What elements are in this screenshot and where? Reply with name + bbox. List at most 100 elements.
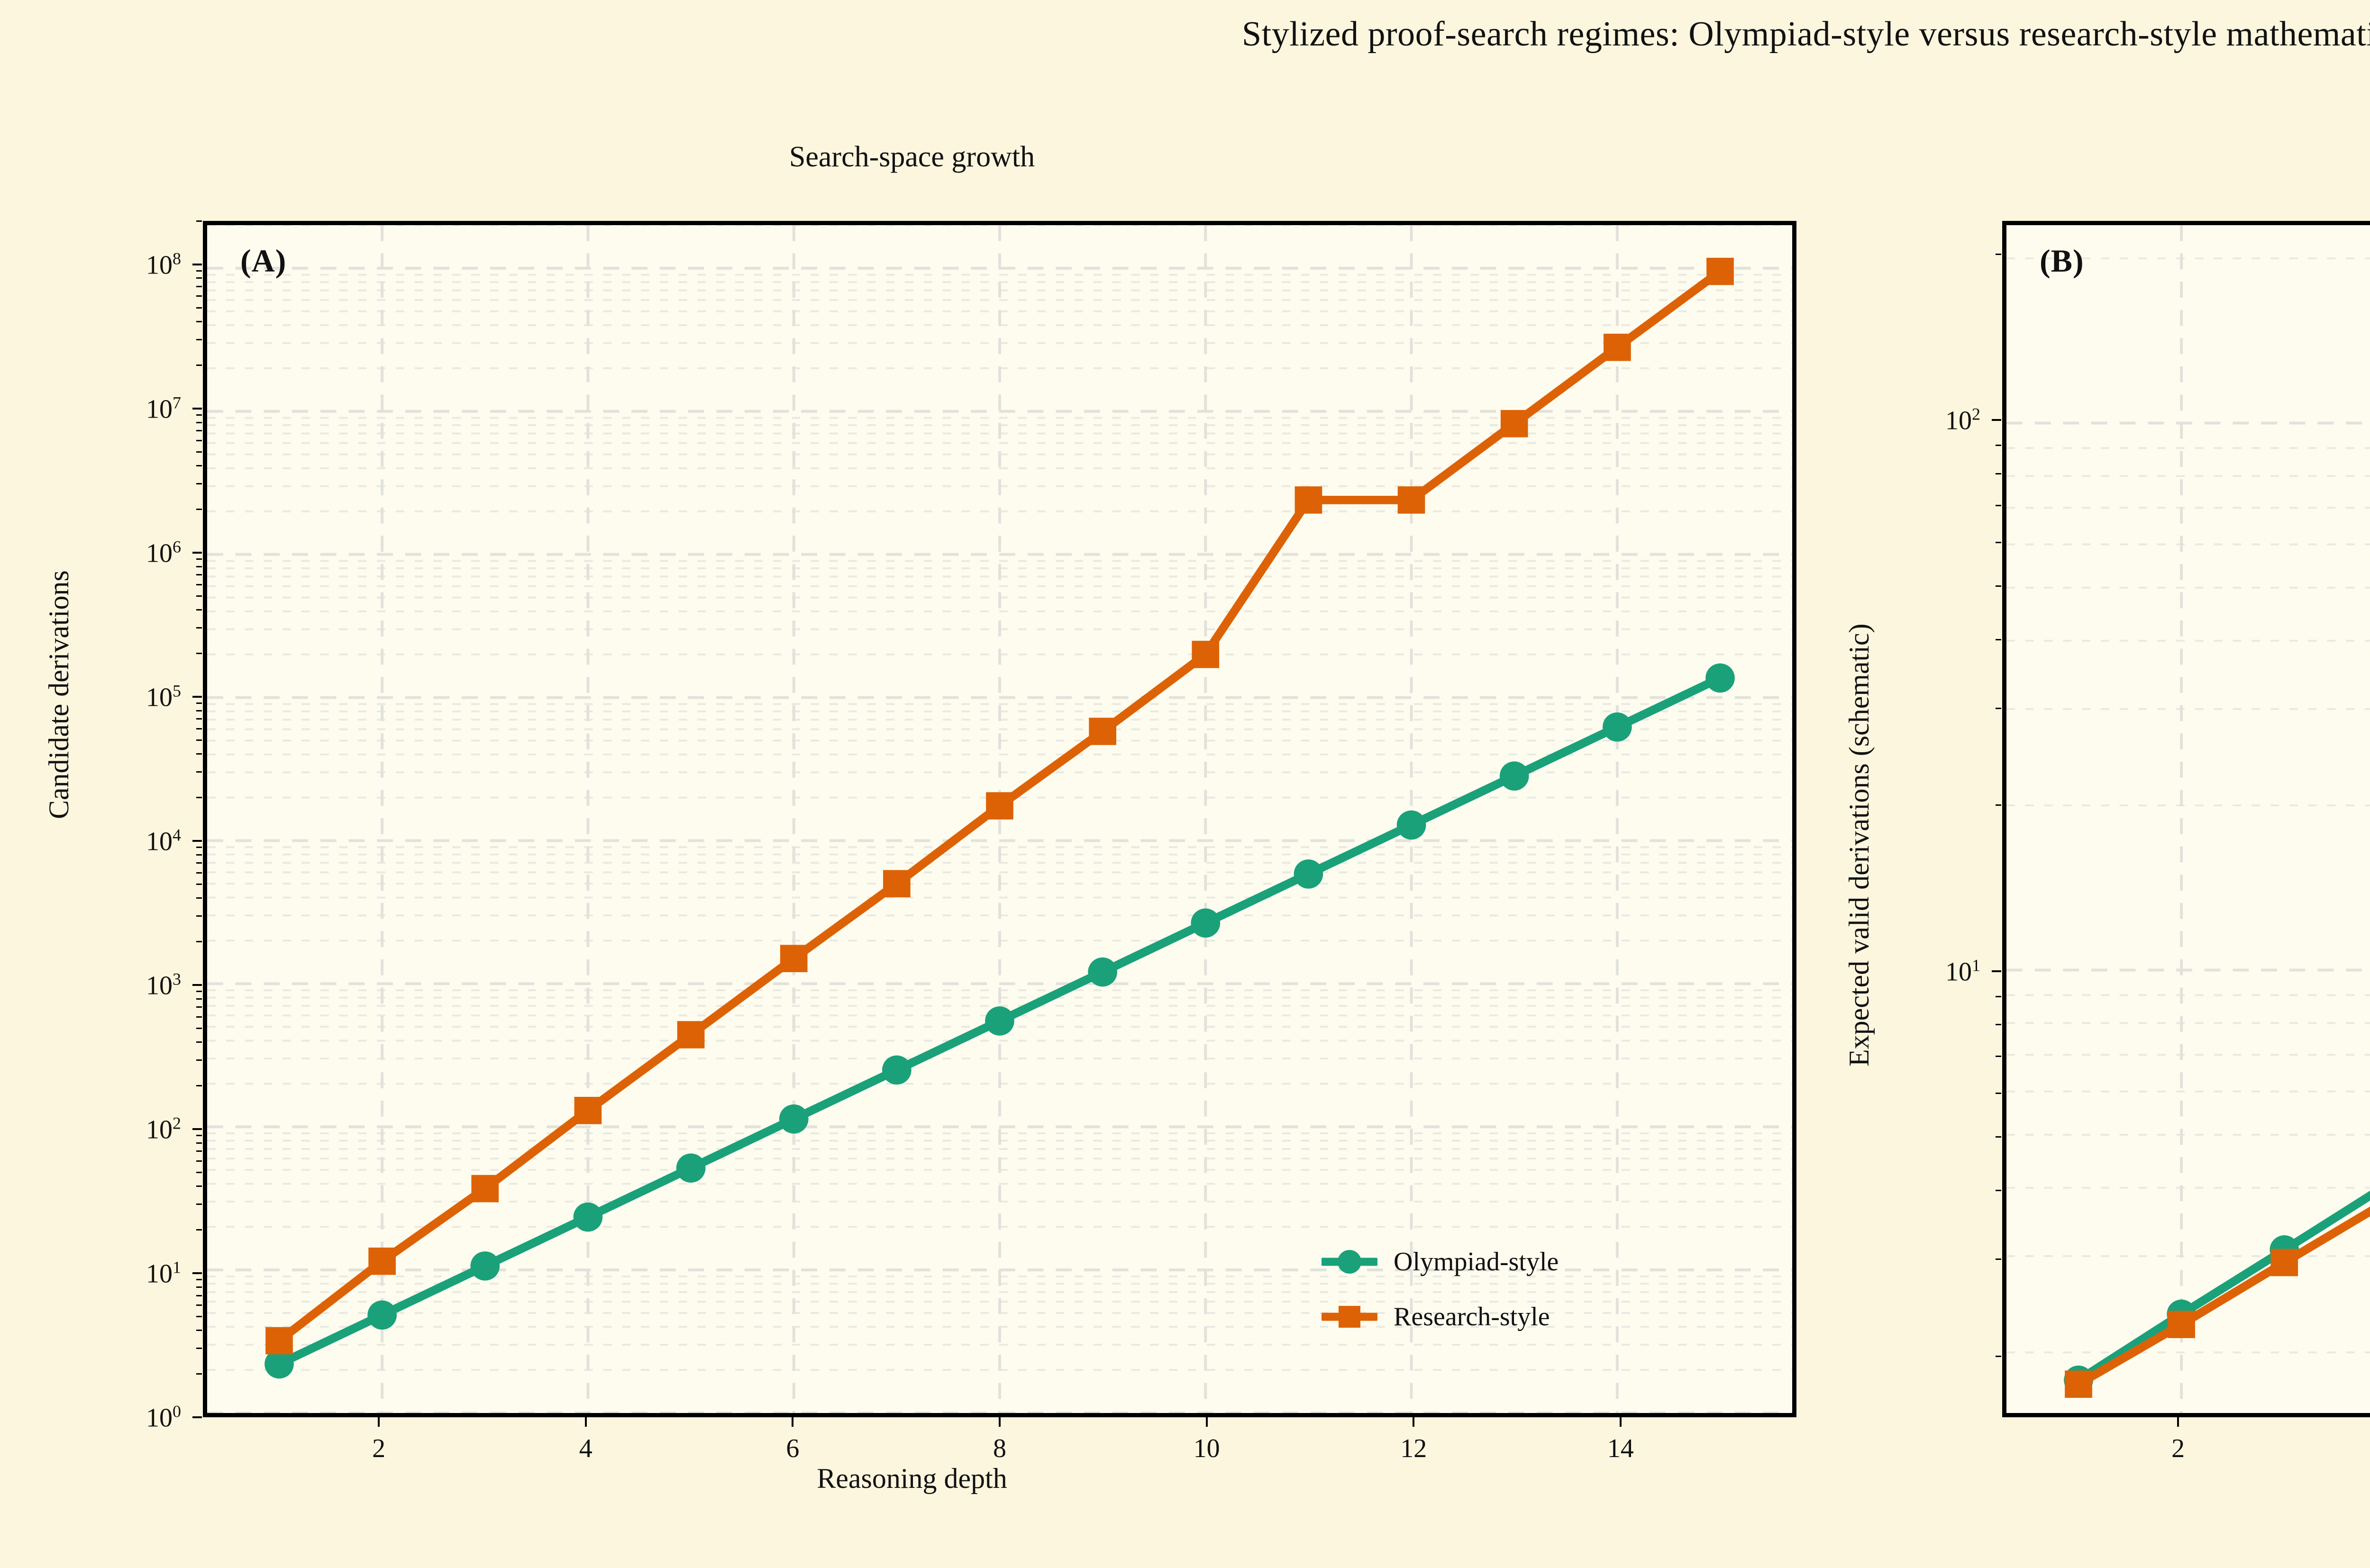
y-tick-minor <box>196 739 202 741</box>
y-tick-minor <box>196 1135 202 1137</box>
y-tick-label: 107 <box>146 393 181 424</box>
y-tick-minor <box>196 307 202 309</box>
x-tick-mark <box>1205 1417 1208 1427</box>
y-tick-minor <box>196 1348 202 1349</box>
y-tick-minor <box>196 465 202 467</box>
y-tick-minor <box>1996 707 2001 709</box>
y-tick-minor <box>196 1295 202 1296</box>
x-tick-label: 2 <box>372 1434 386 1463</box>
y-tick-minor <box>196 220 202 222</box>
panel-a-tag: (A) <box>240 243 287 279</box>
legend-item-research[interactable]: Research-style <box>1322 1302 1559 1332</box>
panel-b-y-axis-label: Expected valid derivations (schematic) <box>1843 623 1875 1067</box>
y-tick-minor <box>196 652 202 654</box>
y-tick-minor <box>196 1373 202 1375</box>
panel-a-gridlines <box>207 225 1792 1413</box>
legend-label-research: Research-style <box>1394 1302 1550 1331</box>
x-tick-mark <box>1413 1417 1415 1427</box>
y-tick-major <box>192 1416 202 1418</box>
y-tick-major <box>192 839 202 842</box>
y-tick-label: 101 <box>1945 956 1980 987</box>
legend-item-olympiad[interactable]: Olympiad-style <box>1322 1247 1559 1277</box>
x-tick-label: 6 <box>786 1434 800 1463</box>
y-tick-minor <box>196 574 202 576</box>
x-tick-label: 8 <box>993 1434 1006 1463</box>
y-tick-minor <box>196 430 202 432</box>
y-tick-minor <box>196 1286 202 1288</box>
y-tick-minor <box>196 364 202 366</box>
y-tick-minor <box>196 1185 202 1187</box>
panel-a-x-axis-label: Reasoning depth <box>817 1463 1007 1494</box>
y-tick-minor <box>196 339 202 341</box>
y-tick-minor <box>196 702 202 704</box>
y-tick-minor <box>196 508 202 510</box>
x-tick-label: 14 <box>1607 1434 1634 1463</box>
y-tick-minor <box>1996 473 2001 474</box>
y-tick-minor <box>196 627 202 629</box>
y-tick-minor <box>196 1279 202 1281</box>
y-tick-minor <box>196 796 202 798</box>
y-tick-minor <box>1996 505 2001 507</box>
panel-a: Search-space growth (A) 100 101 102 103 104 1… <box>43 141 1796 1494</box>
panel-b-plot-area: (B) <box>2002 221 2370 1417</box>
y-tick-minor <box>1996 1093 2001 1094</box>
y-tick-minor <box>1996 254 2001 255</box>
y-tick-major <box>192 551 202 554</box>
y-tick-major <box>1992 970 2001 972</box>
y-tick-minor <box>196 1315 202 1317</box>
y-tick-minor <box>196 277 202 279</box>
y-tick-minor <box>196 1229 202 1231</box>
y-tick-major <box>192 1128 202 1130</box>
x-tick-mark <box>584 1417 587 1427</box>
y-tick-minor <box>1996 1258 2001 1260</box>
y-tick-major <box>1992 419 2001 421</box>
y-tick-minor <box>196 270 202 272</box>
x-tick-label: 12 <box>1400 1434 1427 1463</box>
x-tick-mark <box>1619 1417 1622 1427</box>
y-tick-minor <box>196 321 202 323</box>
x-tick-mark <box>999 1417 1001 1427</box>
y-tick-minor <box>196 1016 202 1018</box>
y-tick-label: 105 <box>146 681 181 712</box>
y-tick-minor <box>196 1171 202 1173</box>
y-tick-label: 102 <box>1945 405 1980 436</box>
y-tick-minor <box>196 915 202 917</box>
y-tick-minor <box>196 872 202 874</box>
y-tick-minor <box>196 583 202 585</box>
y-tick-minor <box>196 862 202 864</box>
y-tick-minor <box>1996 541 2001 543</box>
panel-b-subtitle: Effective proof-search difficulty <box>1824 140 2370 174</box>
y-tick-label: 101 <box>146 1258 181 1289</box>
y-tick-minor <box>1996 995 2001 997</box>
y-tick-minor <box>196 1203 202 1205</box>
x-tick-label: 10 <box>1193 1434 1220 1463</box>
y-tick-minor <box>196 595 202 597</box>
y-tick-minor <box>196 421 202 423</box>
panel-b-series <box>2064 1191 2370 1398</box>
y-tick-minor <box>196 1304 202 1306</box>
y-tick-minor <box>196 710 202 711</box>
y-tick-minor <box>196 847 202 848</box>
y-tick-major <box>192 695 202 698</box>
y-tick-minor <box>196 883 202 885</box>
y-tick-minor <box>196 451 202 453</box>
legend-label-olympiad: Olympiad-style <box>1394 1247 1559 1276</box>
y-tick-label: 104 <box>146 825 181 857</box>
y-tick-minor <box>196 1330 202 1331</box>
y-tick-minor <box>1996 1189 2001 1191</box>
y-tick-minor <box>196 1041 202 1043</box>
panel-b-gridlines <box>2006 225 2370 1413</box>
y-tick-minor <box>196 753 202 755</box>
y-tick-minor <box>1996 1056 2001 1057</box>
y-tick-minor <box>196 1059 202 1061</box>
y-tick-minor <box>196 1150 202 1152</box>
y-tick-minor <box>196 897 202 899</box>
y-tick-major <box>192 407 202 410</box>
y-tick-minor <box>196 940 202 942</box>
y-tick-major <box>192 984 202 986</box>
y-tick-minor <box>1996 1136 2001 1138</box>
y-tick-minor <box>196 718 202 720</box>
y-tick-minor <box>196 1027 202 1029</box>
y-tick-label: 108 <box>146 249 181 280</box>
panel-a-plot-area: (A) <box>203 221 1796 1417</box>
